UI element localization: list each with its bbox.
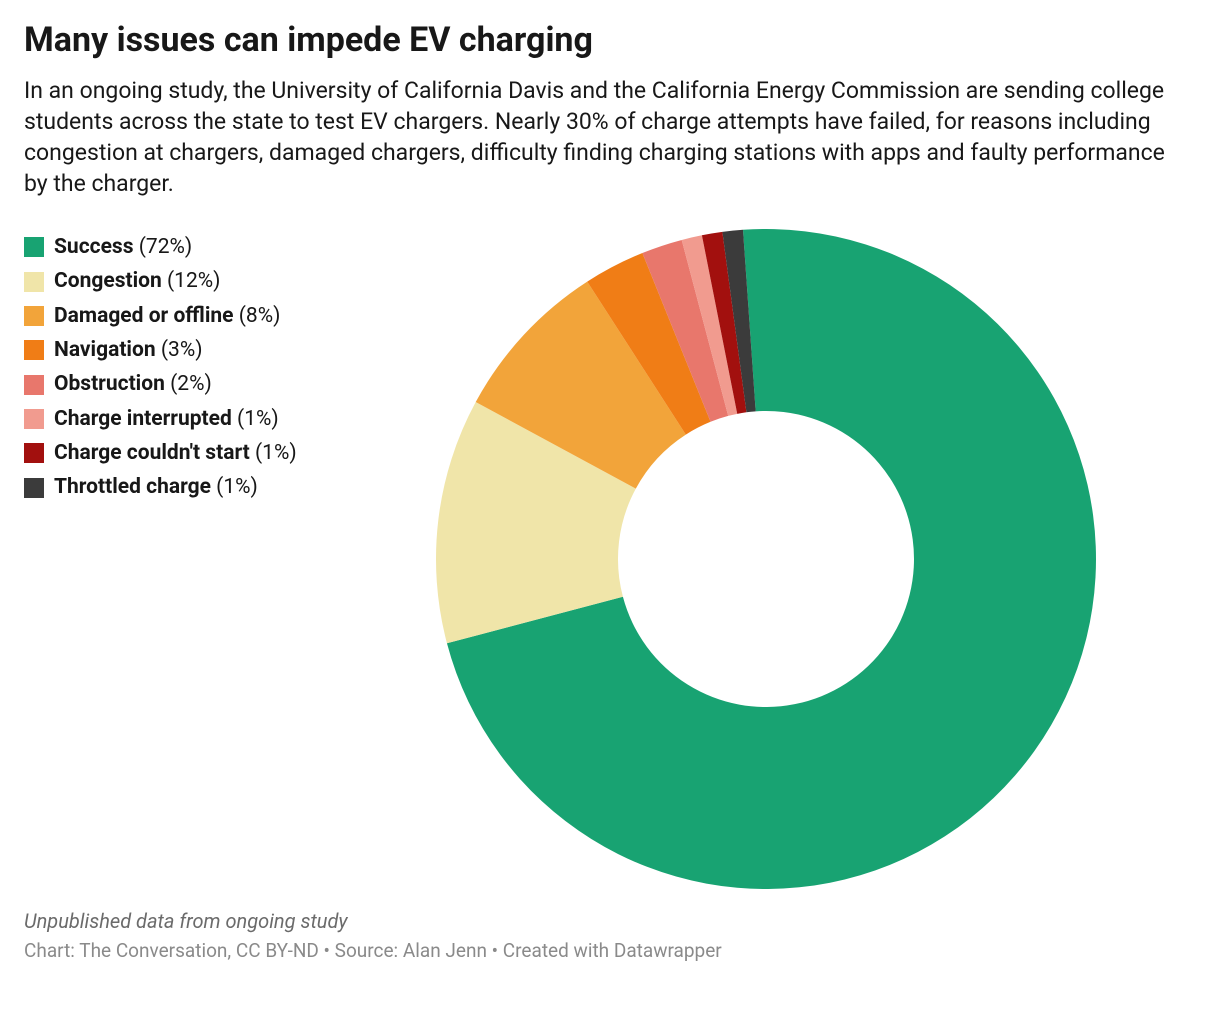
legend-item: Congestion (12%)	[24, 267, 297, 295]
legend-percent: (12%)	[162, 269, 221, 293]
legend-percent: (1%)	[232, 407, 279, 431]
legend-percent: (3%)	[156, 338, 203, 362]
legend-label: Damaged or offline	[54, 304, 234, 328]
legend-label: Success	[54, 235, 134, 259]
legend-item: Navigation (3%)	[24, 336, 297, 364]
legend-label: Charge interrupted	[54, 407, 232, 431]
legend-item: Charge couldn't start (1%)	[24, 439, 297, 467]
chart-title: Many issues can impede EV charging	[24, 20, 1196, 61]
chart-footer: Unpublished data from ongoing study Char…	[24, 909, 1196, 962]
legend-percent: (8%)	[234, 304, 281, 328]
legend: Success (72%) Congestion (12%) Damaged or …	[24, 227, 297, 508]
chart-body: Success (72%) Congestion (12%) Damaged or …	[24, 227, 1196, 891]
legend-item: Throttled charge (1%)	[24, 473, 297, 501]
legend-label: Congestion	[54, 269, 162, 293]
legend-label: Throttled charge	[54, 475, 211, 499]
legend-label: Navigation	[54, 338, 156, 362]
legend-label: Obstruction	[54, 372, 165, 396]
legend-swatch	[24, 443, 44, 463]
credit-line: Chart: The Conversation, CC BY-ND • Sour…	[24, 939, 1196, 962]
legend-swatch	[24, 409, 44, 429]
legend-percent: (72%)	[134, 235, 193, 259]
chart-description: In an ongoing study, the University of C…	[24, 75, 1184, 199]
legend-swatch	[24, 478, 44, 498]
footnote: Unpublished data from ongoing study	[24, 909, 1196, 933]
legend-item: Charge interrupted (1%)	[24, 405, 297, 433]
legend-swatch	[24, 237, 44, 257]
legend-label: Charge couldn't start	[54, 441, 250, 465]
legend-item: Obstruction (2%)	[24, 370, 297, 398]
legend-percent: (1%)	[211, 475, 258, 499]
legend-swatch	[24, 340, 44, 360]
legend-swatch	[24, 306, 44, 326]
legend-item: Success (72%)	[24, 233, 297, 261]
legend-percent: (2%)	[165, 372, 212, 396]
legend-swatch	[24, 272, 44, 292]
legend-swatch	[24, 375, 44, 395]
donut-chart	[434, 227, 1098, 891]
legend-percent: (1%)	[250, 441, 297, 465]
donut-container	[337, 227, 1196, 891]
legend-item: Damaged or offline (8%)	[24, 302, 297, 330]
